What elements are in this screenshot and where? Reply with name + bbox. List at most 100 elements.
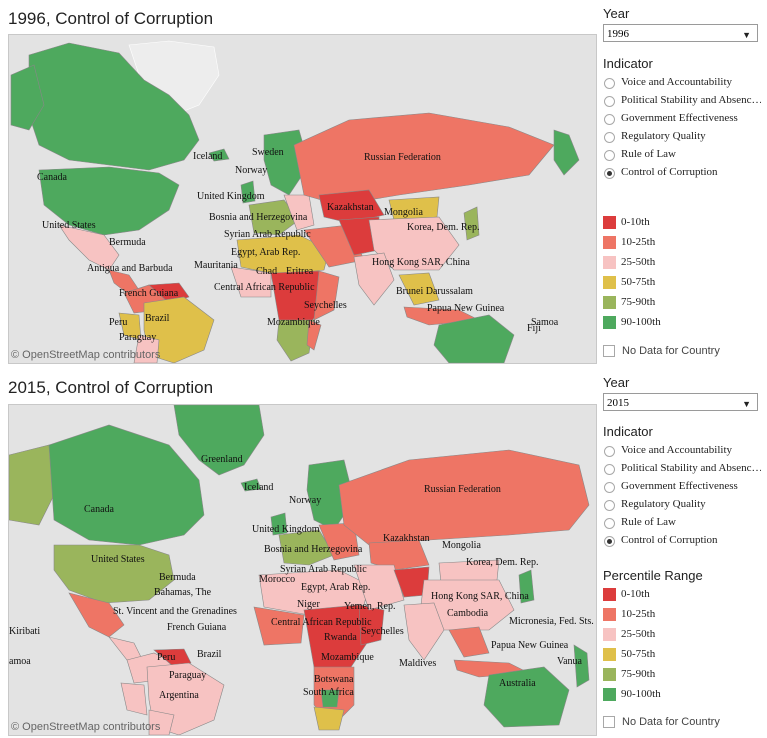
legend-label: 0-10th (621, 588, 650, 600)
no-data-checkbox[interactable] (603, 716, 615, 728)
country-label: Russian Federation (424, 484, 501, 495)
peru-region (120, 682, 148, 716)
country-label: Central African Republic (214, 282, 315, 293)
radio-button[interactable] (604, 518, 615, 529)
mozambique-region (306, 319, 322, 351)
west-europe-region (278, 529, 335, 566)
country-label: Peru (157, 652, 175, 663)
legend-label: 75-90th (621, 668, 656, 680)
radio-button[interactable] (604, 482, 615, 493)
country-label: Botswana (314, 674, 354, 685)
year-filter-label: Year (603, 6, 630, 21)
india-region (353, 252, 395, 306)
radio-button[interactable] (604, 114, 615, 125)
greenland-region (173, 405, 265, 476)
country-label: Hong Kong SAR, China (372, 257, 470, 268)
radio-button[interactable] (604, 132, 615, 143)
radio-button[interactable] (604, 500, 615, 511)
country-label: Seychelles (361, 626, 404, 637)
radio-button[interactable] (604, 96, 615, 107)
new-zealand-region (573, 644, 590, 688)
legend-swatch (603, 628, 616, 641)
legend-label: 90-100th (621, 316, 661, 328)
indicator-option-label: Control of Corruption (621, 166, 718, 178)
country-label: Chad (256, 266, 277, 277)
dropdown-caret-icon: ▼ (742, 399, 751, 409)
country-label: Bosnia and Herzegovina (264, 544, 363, 555)
country-label: Syrian Arab Republic (224, 229, 311, 240)
country-label: Sweden (252, 147, 284, 158)
map-panel-1996: 1996, Control of Corruption (0, 0, 767, 368)
year-dropdown[interactable]: 1996 ▼ (603, 24, 758, 42)
canada-region (48, 424, 205, 546)
country-label: Korea, Dem. Rep. (466, 557, 538, 568)
world-map-svg[interactable]: Canada United States Bermuda Antigua and… (9, 35, 596, 363)
indicator-option-label: Rule of Law (621, 516, 676, 528)
legend-swatch (603, 296, 616, 309)
legend-swatch (603, 256, 616, 269)
country-label: Mongolia (384, 207, 423, 218)
legend-label: 50-75th (621, 276, 656, 288)
country-label: Egypt, Arab Rep. (301, 582, 370, 593)
west-africa-region (253, 606, 305, 646)
radio-button-selected[interactable] (604, 536, 615, 547)
southeast-asia-region (398, 272, 440, 306)
country-label: Korea, Dem. Rep. (407, 222, 479, 233)
country-label: Russian Federation (364, 152, 441, 163)
country-label: Mozambique (267, 317, 320, 328)
radio-button[interactable] (604, 150, 615, 161)
country-label: French Guiana (119, 288, 179, 299)
legend-label: 75-90th (621, 296, 656, 308)
country-label: Mozambique (321, 652, 374, 663)
year-dropdown[interactable]: 2015 ▼ (603, 393, 758, 411)
legend-swatch (603, 276, 616, 289)
year-filter-label: Year (603, 375, 630, 390)
country-label: Canada (84, 504, 115, 515)
country-label: Argentina (159, 690, 199, 701)
indicator-option-label: Government Effectiveness (621, 112, 738, 124)
country-label: Papua New Guinea (491, 640, 569, 651)
india-region (403, 602, 445, 661)
usa-region (53, 544, 175, 604)
legend-label: 25-50th (621, 628, 656, 640)
country-label: Morocco (259, 574, 295, 585)
country-label: Syrian Arab Republic (280, 564, 367, 575)
country-label: Norway (235, 165, 267, 176)
indicator-option-label: Control of Corruption (621, 534, 718, 546)
country-label: Bermuda (159, 572, 196, 583)
country-label: Vanua (557, 656, 583, 667)
radio-button-selected[interactable] (604, 168, 615, 179)
country-label: Greenland (201, 454, 243, 465)
indicator-option-label: Rule of Law (621, 148, 676, 160)
country-label: Fiji (527, 323, 541, 334)
country-label: Iceland (244, 482, 273, 493)
radio-button[interactable] (604, 446, 615, 457)
country-label: Bermuda (109, 237, 146, 248)
indicator-option-label: Voice and Accountability (621, 444, 732, 456)
country-label: Paraguay (169, 670, 206, 681)
radio-button[interactable] (604, 78, 615, 89)
australia-region (483, 666, 570, 728)
no-data-checkbox[interactable] (603, 345, 615, 357)
year-dropdown-value: 2015 (607, 397, 629, 409)
map-attribution[interactable]: © OpenStreetMap contributors (11, 349, 161, 361)
world-map[interactable]: Greenland Iceland Canada United States B… (8, 404, 597, 736)
legend-label: 10-25th (621, 236, 656, 248)
world-map-svg[interactable]: Greenland Iceland Canada United States B… (9, 405, 596, 735)
country-label: Antigua and Barbuda (87, 263, 173, 274)
country-label: Norway (289, 495, 321, 506)
country-label: Papua New Guinea (427, 303, 505, 314)
radio-button[interactable] (604, 464, 615, 475)
indicator-option-label: Government Effectiveness (621, 480, 738, 492)
country-label: United States (91, 554, 145, 565)
country-label: Brazil (197, 649, 222, 660)
west-africa-region (230, 266, 272, 298)
venezuela-region (153, 648, 192, 668)
world-map[interactable]: Canada United States Bermuda Antigua and… (8, 34, 597, 364)
japan-region (518, 569, 535, 604)
legend-label: 90-100th (621, 688, 661, 700)
legend-swatch (603, 608, 616, 621)
country-label: Egypt, Arab Rep. (231, 247, 300, 258)
map-attribution[interactable]: © OpenStreetMap contributors (11, 721, 161, 733)
iceland-region (208, 148, 230, 162)
